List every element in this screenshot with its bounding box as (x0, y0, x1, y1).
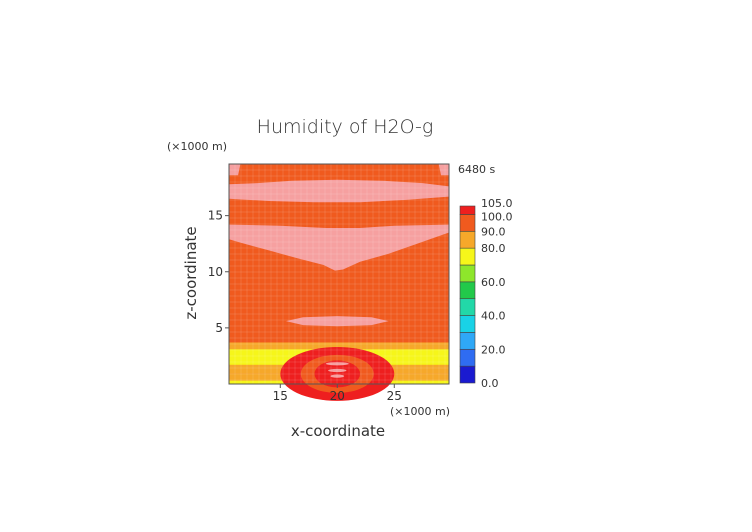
x-unit-label: (×1000 m) (390, 405, 450, 418)
x-axis-label: x-coordinate (291, 422, 385, 440)
time-label: 6480 s (458, 163, 495, 176)
plume-core (330, 374, 345, 378)
x-axis-ticks: 15 20 25 (273, 384, 402, 403)
colorbar-label: 100.0 (481, 210, 513, 223)
y-axis-ticks: 5 10 15 (208, 209, 229, 335)
colorbar-label: 0.0 (481, 377, 499, 390)
plot-frame (228, 163, 450, 385)
y-tick-label: 15 (208, 209, 223, 223)
y-tick-label: 5 (215, 321, 223, 335)
x-tick-label: 15 (273, 389, 288, 403)
colorbar-swatch (459, 365, 476, 384)
colorbar-swatch (459, 230, 476, 249)
saturated-region (229, 164, 241, 176)
y-axis-label: z-coordinate (182, 226, 200, 319)
saturated-region (286, 316, 389, 327)
colorbar-swatch (459, 264, 476, 283)
colorbar-swatch (459, 247, 476, 266)
colorbar-label: 105.0 (481, 197, 513, 210)
x-tick-label: 25 (387, 389, 402, 403)
colorbar-swatch (459, 315, 476, 333)
y-tick-label: 10 (208, 265, 223, 279)
plume-core (325, 362, 349, 366)
colorbar-label: 20.0 (481, 343, 506, 356)
plot-grid (229, 164, 449, 384)
colorbar-swatch (459, 298, 476, 316)
colorbar-swatch (459, 348, 476, 367)
colorbar-swatch (459, 281, 476, 300)
surface-band (229, 342, 449, 350)
colorbar-swatch (459, 214, 476, 232)
y-unit-label: (×1000 m) (167, 140, 227, 153)
plume-core (328, 368, 347, 373)
chart-title: Humidity of H2O-g (257, 116, 434, 138)
colorbar-swatch (459, 332, 476, 350)
colorbar-label: 40.0 (481, 310, 506, 323)
saturated-region (229, 224, 449, 271)
x-tick-label: 20 (330, 389, 345, 403)
colorbar-label: 90.0 (481, 225, 506, 238)
plot-area (229, 164, 449, 401)
colorbar-label: 80.0 (481, 242, 506, 255)
saturated-region (438, 164, 449, 176)
colorbar-swatch (459, 205, 476, 215)
colorbar-label: 60.0 (481, 276, 506, 289)
saturated-region (229, 179, 449, 203)
plume-contour (314, 360, 361, 388)
